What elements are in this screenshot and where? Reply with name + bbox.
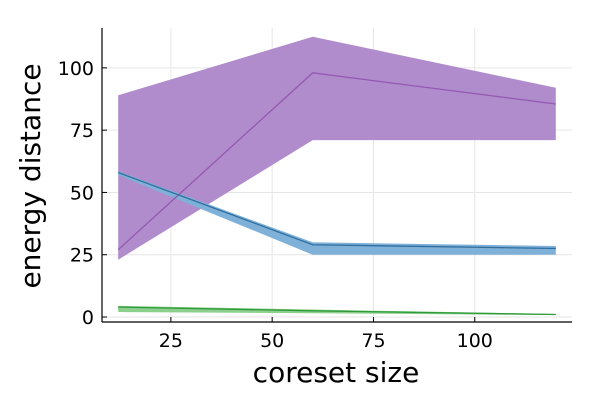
x-tick-label: 50 — [260, 330, 284, 352]
y-tick-label: 50 — [70, 182, 94, 204]
x-axis-title: coreset size — [253, 356, 420, 389]
y-tick-label: 100 — [58, 58, 94, 80]
axes — [101, 28, 572, 323]
y-tick-label: 25 — [70, 245, 94, 267]
series-band-0 — [118, 36, 556, 260]
x-tick-label: 25 — [159, 330, 183, 352]
series-line-1 — [117, 171, 556, 250]
y-axis-title: energy distance — [14, 63, 47, 288]
x-tick-label: 100 — [457, 330, 493, 352]
confidence-bands — [118, 36, 556, 316]
series-band-1 — [118, 171, 556, 255]
series-lines — [117, 72, 556, 316]
y-tick-label: 0 — [82, 307, 94, 329]
y-tick-label: 75 — [70, 120, 94, 142]
series-line-0 — [117, 72, 556, 251]
tick-labels: 25 50 75 100 0 25 50 75 100 — [58, 58, 493, 352]
x-tick-label: 75 — [361, 330, 385, 352]
series-line-2 — [118, 306, 556, 316]
